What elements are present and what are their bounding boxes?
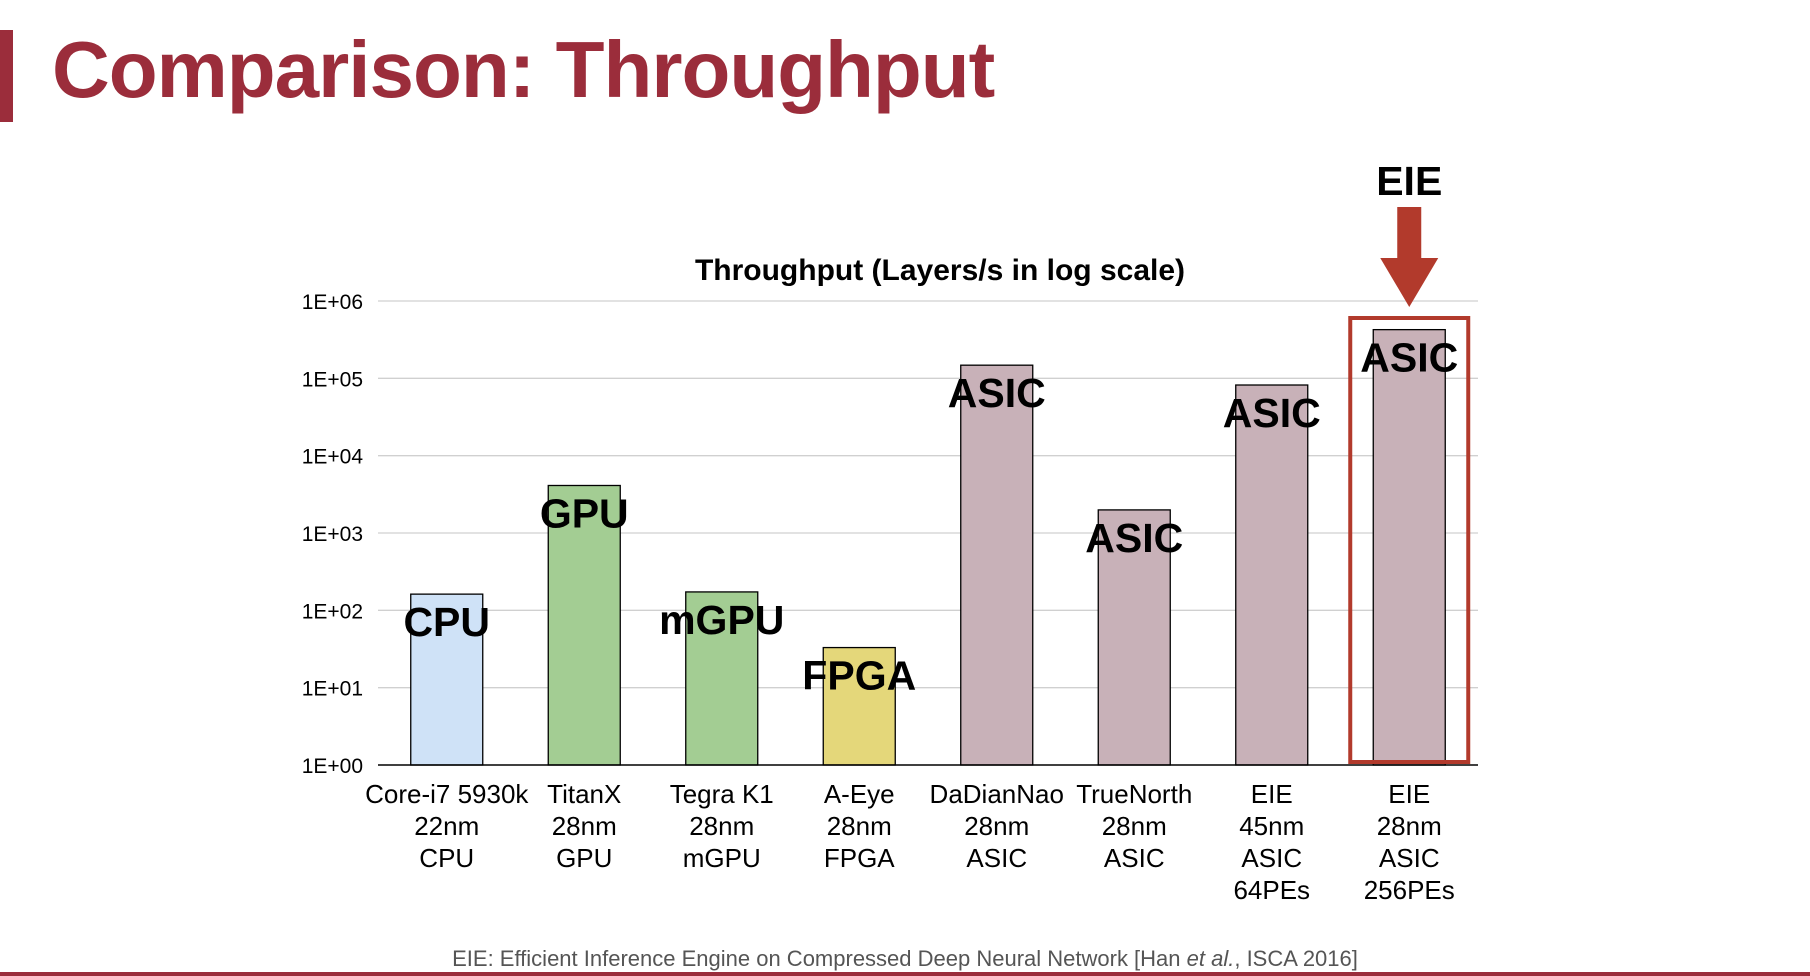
y-tick-label: 1E+00 [302, 755, 363, 778]
slide-title: Comparison: Throughput [52, 25, 995, 114]
x-category-label: CPU [419, 843, 474, 873]
bar [410, 593, 484, 766]
x-category-label: 28nm [964, 811, 1029, 841]
x-category-label: ASIC [1104, 843, 1165, 873]
x-category-label: 28nm [552, 811, 617, 841]
y-tick-label: 1E+06 [302, 291, 363, 314]
bar-label: FPGA [802, 653, 916, 699]
citation-footer: EIE: Efficient Inference Engine on Compr… [0, 946, 1810, 972]
y-tick-label: 1E+03 [302, 523, 363, 546]
bar-label: ASIC [1085, 515, 1183, 561]
y-axis-ticks: 1E+00 1E+01 1E+02 1E+03 1E+04 1E+05 1E+06 [302, 291, 364, 778]
y-tick-label: 1E+01 [302, 678, 363, 701]
x-category-label: 28nm [827, 811, 892, 841]
bar [1372, 328, 1446, 766]
x-category-label: DaDianNao [930, 779, 1064, 809]
bar-label: CPU [403, 599, 490, 645]
bar [960, 364, 1034, 766]
x-category-label: Core-i7 5930k [365, 779, 529, 809]
x-category-label: FPGA [824, 843, 895, 873]
y-tick-label: 1E+05 [302, 368, 363, 391]
title-accent-bar [0, 30, 13, 122]
x-category-label: TitanX [547, 779, 621, 809]
bar-label: ASIC [948, 370, 1046, 416]
x-category-label: EIE [1388, 779, 1430, 809]
footer-rule [0, 972, 1810, 976]
x-category-label: 64PEs [1233, 875, 1310, 905]
bar [1235, 384, 1309, 766]
bars [410, 328, 1446, 766]
highlight-label: EIE [1376, 158, 1442, 204]
bar [547, 484, 621, 766]
x-category-label: 28nm [1102, 811, 1167, 841]
chart-title: Throughput (Layers/s in log scale) [695, 254, 1185, 287]
x-category-label: 22nm [414, 811, 479, 841]
x-category-label: GPU [556, 843, 612, 873]
x-category-label: Tegra K1 [670, 779, 774, 809]
throughput-chart: Throughput (Layers/s in log scale) 1E+00… [302, 158, 1478, 905]
bar-label: ASIC [1223, 390, 1321, 436]
x-category-label: 28nm [1377, 811, 1442, 841]
bar-label: GPU [540, 490, 629, 536]
citation-italic: et al. [1186, 946, 1235, 971]
citation-suffix: , ISCA 2016] [1234, 946, 1358, 971]
citation-prefix: EIE: Efficient Inference Engine on Compr… [452, 946, 1187, 971]
x-category-label: mGPU [683, 843, 761, 873]
bar [685, 591, 759, 766]
x-category-label: ASIC [966, 843, 1027, 873]
x-category-label: 256PEs [1364, 875, 1455, 905]
x-category-label: EIE [1251, 779, 1293, 809]
x-category-label: 45nm [1239, 811, 1304, 841]
x-category-label: 28nm [689, 811, 754, 841]
bar-label: ASIC [1360, 335, 1458, 381]
bar [822, 646, 896, 766]
y-tick-label: 1E+04 [302, 446, 364, 469]
x-category-label: ASIC [1379, 843, 1440, 873]
bar-label: mGPU [659, 597, 784, 643]
down-arrow-icon [1380, 207, 1439, 307]
x-category-label: ASIC [1241, 843, 1302, 873]
x-category-label: A-Eye [824, 779, 895, 809]
highlight-box [1348, 316, 1471, 764]
x-category-label: TrueNorth [1076, 779, 1192, 809]
bar-labels: CPU GPU mGPU FPGA ASIC ASIC ASIC ASIC [403, 335, 1458, 699]
y-tick-label: 1E+02 [302, 600, 363, 623]
